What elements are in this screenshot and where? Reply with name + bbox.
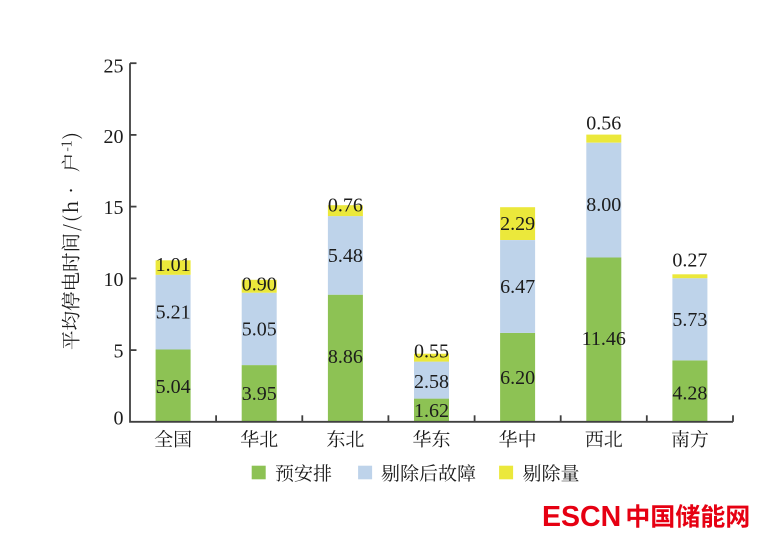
svg-text:1.62: 1.62 xyxy=(414,400,449,422)
svg-text:1.01: 1.01 xyxy=(156,254,191,276)
svg-text:0: 0 xyxy=(114,407,124,429)
svg-text:20: 20 xyxy=(104,126,124,148)
svg-text:0.76: 0.76 xyxy=(328,195,363,217)
svg-text:5.04: 5.04 xyxy=(156,376,191,398)
svg-text:15: 15 xyxy=(104,197,124,219)
svg-text:ESCN: ESCN xyxy=(542,501,621,533)
svg-text:8.86: 8.86 xyxy=(328,346,363,368)
svg-text:0.90: 0.90 xyxy=(242,273,277,295)
svg-text:6.20: 6.20 xyxy=(500,367,535,389)
svg-text:2.58: 2.58 xyxy=(414,371,449,393)
svg-text:5: 5 xyxy=(114,341,124,363)
svg-text:4.28: 4.28 xyxy=(672,383,707,405)
svg-text:11.46: 11.46 xyxy=(582,328,626,350)
svg-text:0.56: 0.56 xyxy=(586,112,621,134)
svg-text:10: 10 xyxy=(104,269,124,291)
svg-text:5.48: 5.48 xyxy=(328,245,363,267)
svg-text:2.29: 2.29 xyxy=(500,213,535,235)
svg-text:3.95: 3.95 xyxy=(242,383,277,405)
svg-text:5.05: 5.05 xyxy=(242,319,277,341)
svg-text:6.47: 6.47 xyxy=(500,276,535,298)
svg-text:8.00: 8.00 xyxy=(586,194,621,216)
svg-text:25: 25 xyxy=(104,55,124,77)
svg-text:5.21: 5.21 xyxy=(156,302,191,324)
svg-text:0.27: 0.27 xyxy=(672,250,707,272)
svg-text:0.55: 0.55 xyxy=(414,341,449,363)
svg-text:5.73: 5.73 xyxy=(672,309,707,331)
